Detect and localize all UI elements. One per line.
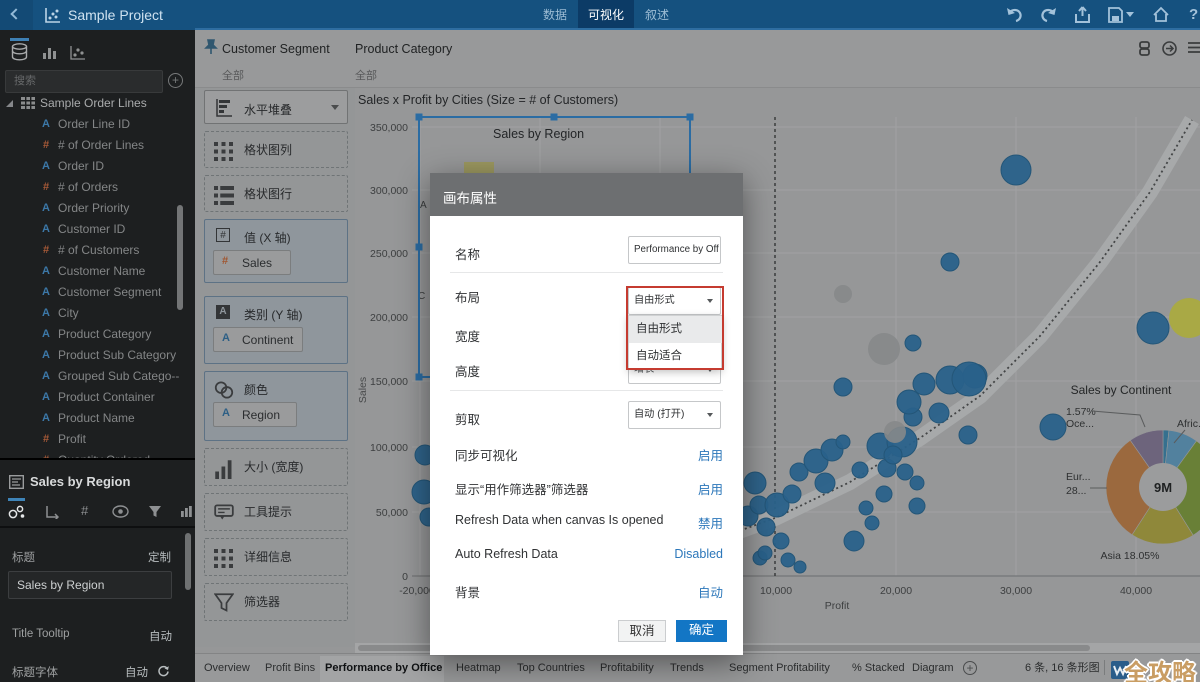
svg-text:Sales: Sales xyxy=(357,377,369,403)
svg-text:Sales x Profit by Cities (Size: Sales x Profit by Cities (Size = # of Cu… xyxy=(358,93,618,107)
svg-text:100,000: 100,000 xyxy=(370,442,408,454)
svg-text:Profit: Profit xyxy=(825,600,850,612)
svg-text:Oce...: Oce... xyxy=(1066,418,1094,430)
svg-text:A: A xyxy=(420,200,427,211)
svg-text:Sales by Region: Sales by Region xyxy=(493,127,584,141)
svg-text:300,000: 300,000 xyxy=(370,185,408,197)
svg-text:-20,000: -20,000 xyxy=(399,585,435,597)
svg-text:Sales by Continent: Sales by Continent xyxy=(1071,383,1172,397)
svg-text:20,000: 20,000 xyxy=(880,585,912,597)
svg-text:50,000: 50,000 xyxy=(376,507,408,519)
svg-text:10,000: 10,000 xyxy=(760,585,792,597)
svg-text:200,000: 200,000 xyxy=(370,312,408,324)
svg-text:Afric...: Afric... xyxy=(1177,418,1200,430)
svg-text:C: C xyxy=(418,291,425,302)
svg-text:150,000: 150,000 xyxy=(370,376,408,388)
svg-text:40,000: 40,000 xyxy=(1120,585,1152,597)
svg-text:350,000: 350,000 xyxy=(370,122,408,134)
svg-text:Asia 18.05%: Asia 18.05% xyxy=(1101,550,1160,562)
svg-text:30,000: 30,000 xyxy=(1000,585,1032,597)
svg-text:Eur...: Eur... xyxy=(1066,471,1091,483)
svg-text:250,000: 250,000 xyxy=(370,248,408,260)
svg-text:9M: 9M xyxy=(1154,480,1172,495)
svg-text:1.57%: 1.57% xyxy=(1066,406,1096,418)
svg-text:28...: 28... xyxy=(1066,485,1086,497)
svg-text:0: 0 xyxy=(402,571,408,583)
